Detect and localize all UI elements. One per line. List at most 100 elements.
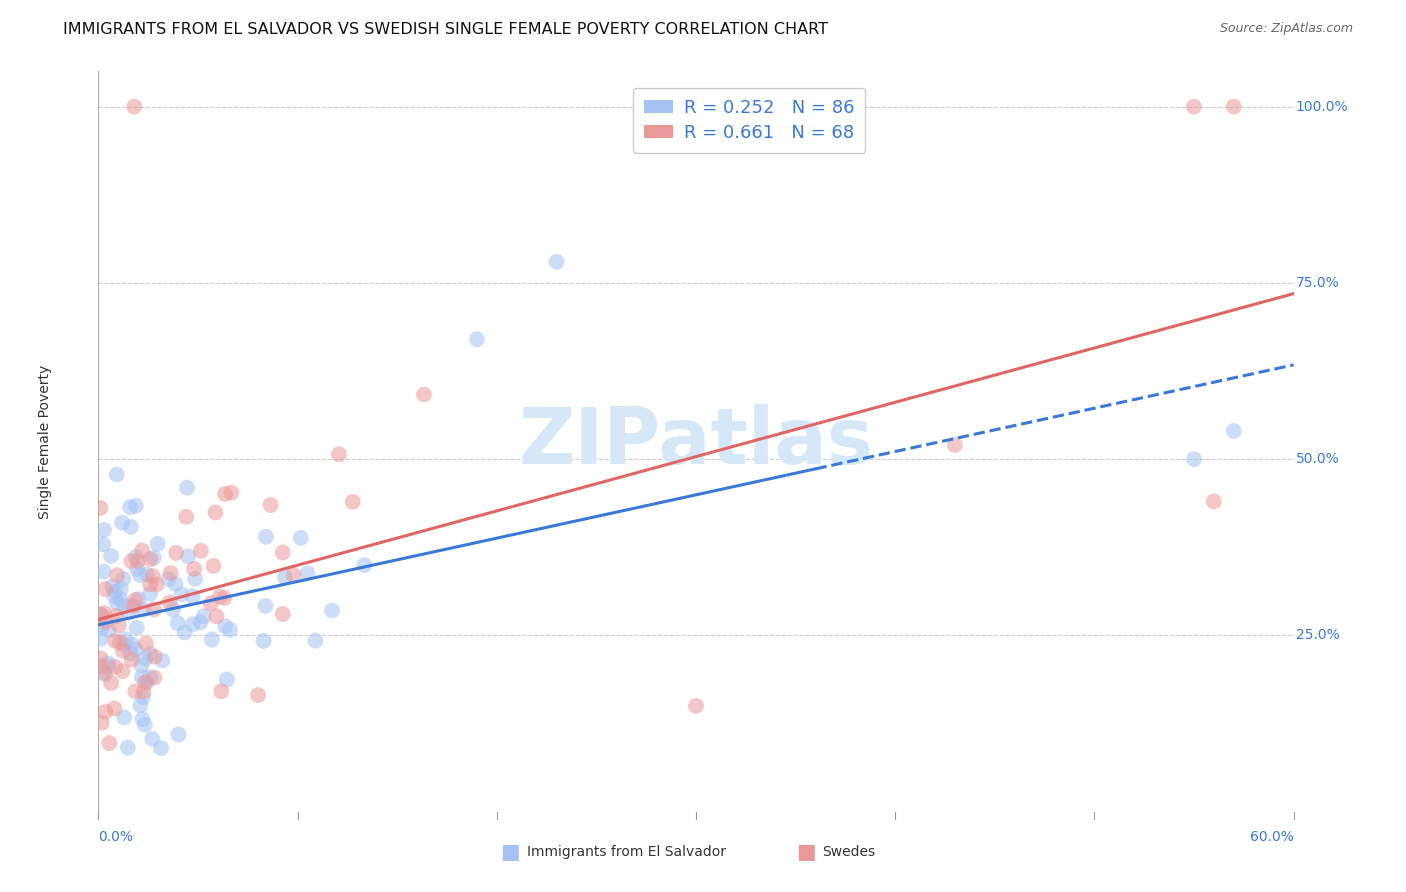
Point: [94, 615, 117, 629]
Point: [110, 582, 132, 596]
Point: [120, 652, 142, 666]
Point: [943, 438, 966, 452]
Point: [129, 698, 152, 713]
Point: [205, 609, 228, 624]
Point: [290, 531, 312, 545]
Point: [118, 606, 141, 620]
Point: [97, 659, 120, 673]
Point: [166, 616, 188, 631]
Point: [271, 607, 294, 621]
Point: [190, 544, 212, 558]
Point: [328, 447, 350, 461]
Point: [254, 599, 277, 613]
Point: [104, 609, 127, 624]
Point: [159, 595, 181, 609]
Point: [219, 623, 242, 637]
Point: [143, 602, 166, 616]
Point: [135, 675, 157, 690]
Point: [252, 633, 274, 648]
Point: [1223, 100, 1246, 114]
Point: [100, 676, 122, 690]
Point: [112, 572, 135, 586]
Point: [170, 587, 193, 601]
Point: [193, 609, 215, 624]
Point: [132, 602, 155, 616]
Text: Swedes: Swedes: [823, 845, 876, 859]
Point: [91, 537, 114, 551]
Point: [111, 664, 134, 678]
Point: [165, 546, 187, 560]
Point: [190, 615, 212, 630]
Point: [212, 591, 235, 606]
Point: [120, 554, 142, 568]
Point: [129, 658, 152, 673]
Point: [135, 567, 157, 582]
Point: [131, 543, 153, 558]
Point: [97, 657, 120, 671]
Point: [209, 684, 232, 698]
Point: [90, 715, 112, 730]
Point: [124, 642, 146, 657]
Point: [215, 673, 238, 687]
Legend: R = 0.252   N = 86, R = 0.661   N = 68: R = 0.252 N = 86, R = 0.661 N = 68: [633, 87, 865, 153]
Point: [254, 530, 277, 544]
Point: [134, 718, 156, 732]
Text: ZIPatlas: ZIPatlas: [519, 403, 873, 480]
Point: [1182, 100, 1205, 114]
Point: [111, 516, 134, 530]
Point: [142, 550, 165, 565]
Point: [131, 670, 153, 684]
Point: [162, 602, 184, 616]
Text: Immigrants from El Salvador: Immigrants from El Salvador: [527, 845, 727, 859]
Point: [117, 740, 139, 755]
Point: [297, 566, 319, 581]
Point: [127, 554, 149, 568]
Point: [139, 670, 162, 684]
Point: [120, 647, 142, 661]
Point: [159, 566, 181, 580]
Point: [183, 562, 205, 576]
Point: [114, 599, 136, 613]
Point: [120, 520, 142, 534]
Point: [167, 727, 190, 741]
Point: [184, 572, 207, 586]
Point: [91, 620, 114, 634]
Text: ■: ■: [501, 842, 520, 862]
Point: [1223, 424, 1246, 438]
Point: [321, 603, 343, 617]
Point: [108, 592, 131, 607]
Point: [103, 701, 125, 715]
Point: [139, 552, 162, 566]
Point: [100, 549, 122, 563]
Point: [128, 592, 150, 607]
Text: 50.0%: 50.0%: [1296, 452, 1340, 467]
Point: [139, 586, 162, 600]
Point: [143, 671, 166, 685]
Point: [143, 649, 166, 664]
Point: [93, 523, 115, 537]
Point: [1202, 494, 1225, 508]
Point: [131, 712, 153, 726]
Point: [139, 577, 162, 591]
Point: [125, 499, 148, 513]
Point: [132, 690, 155, 704]
Point: [125, 621, 148, 635]
Point: [127, 562, 149, 576]
Point: [94, 705, 117, 719]
Point: [165, 576, 187, 591]
Text: Single Female Poverty: Single Female Poverty: [38, 365, 52, 518]
Point: [150, 741, 173, 756]
Point: [173, 625, 195, 640]
Point: [89, 632, 111, 646]
Point: [134, 675, 156, 690]
Point: [247, 688, 270, 702]
Point: [145, 577, 167, 591]
Point: [135, 636, 157, 650]
Point: [124, 100, 146, 114]
Point: [112, 638, 135, 652]
Point: [342, 495, 364, 509]
Point: [209, 590, 232, 604]
Point: [465, 332, 488, 346]
Text: IMMIGRANTS FROM EL SALVADOR VS SWEDISH SINGLE FEMALE POVERTY CORRELATION CHART: IMMIGRANTS FROM EL SALVADOR VS SWEDISH S…: [63, 22, 828, 37]
Point: [89, 607, 111, 622]
